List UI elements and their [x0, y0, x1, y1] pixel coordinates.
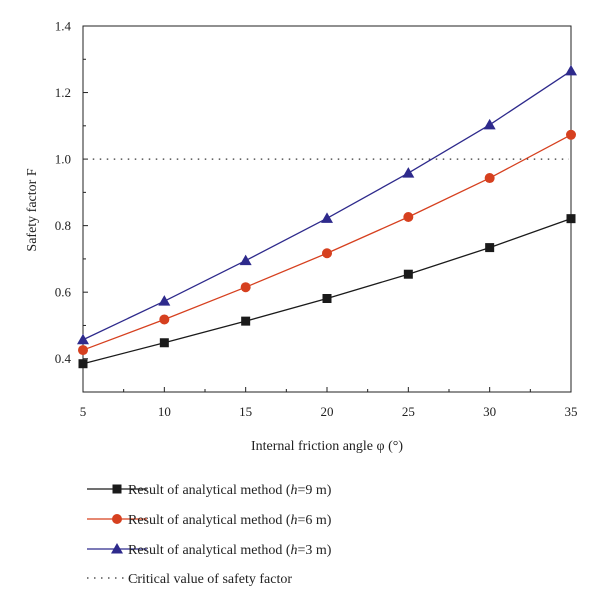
x-tick-label: 10 [158, 404, 171, 419]
series-line-1 [82, 134, 572, 351]
series-line-0 [82, 218, 572, 365]
y-tick-label: 1.4 [55, 19, 72, 34]
x-tick-label: 30 [483, 404, 496, 419]
data-point [484, 173, 495, 184]
legend-marker [112, 514, 122, 524]
data-point [566, 214, 576, 224]
y-axis-title: Safety factor F [25, 168, 40, 251]
legend-label: Result of analytical method (h=9 m) [128, 483, 332, 498]
plot-frame [82, 25, 572, 393]
legend-marker [111, 543, 123, 554]
data-point [78, 359, 88, 369]
data-point [322, 294, 332, 304]
legend-label: Critical value of safety factor [128, 572, 292, 587]
data-point [239, 254, 252, 266]
legend-label: Result of analytical method (h=6 m) [128, 513, 332, 528]
y-tick-label: 0.8 [55, 218, 71, 233]
x-axis-title: Internal friction angle φ (°) [251, 439, 403, 454]
data-point [403, 211, 414, 222]
data-point [322, 248, 332, 259]
legend-label: Result of analytical method (h=3 m) [128, 543, 332, 558]
data-point [402, 167, 415, 178]
data-point [403, 269, 413, 279]
y-tick-label: 1.0 [55, 152, 71, 167]
data-point [321, 212, 333, 223]
x-tick-label: 20 [321, 404, 334, 419]
data-point [159, 338, 169, 348]
data-point [158, 295, 171, 306]
y-tick-label: 1.2 [55, 85, 71, 100]
x-tick-label: 5 [80, 404, 87, 419]
y-tick-label: 0.6 [55, 285, 72, 300]
plot-area: 5 10 15 20 25 30 35 0.4 0.6 0.8 1.0 1.2 1.4 [55, 19, 578, 420]
data-point [565, 64, 577, 76]
data-point [566, 129, 576, 140]
data-point [77, 333, 89, 345]
data-point [241, 316, 251, 326]
x-tick-label: 35 [565, 404, 578, 419]
data-point [485, 243, 495, 253]
data-point [78, 345, 88, 356]
x-tick-label: 25 [402, 404, 415, 419]
x-tick-label: 15 [239, 404, 252, 419]
data-point [483, 118, 496, 130]
data-point [240, 282, 251, 293]
data-point [159, 314, 170, 325]
y-tick-label: 0.4 [55, 351, 72, 366]
legend: Result of analytical method (h=9 m) Resul… [87, 483, 332, 587]
legend-marker [112, 484, 122, 494]
